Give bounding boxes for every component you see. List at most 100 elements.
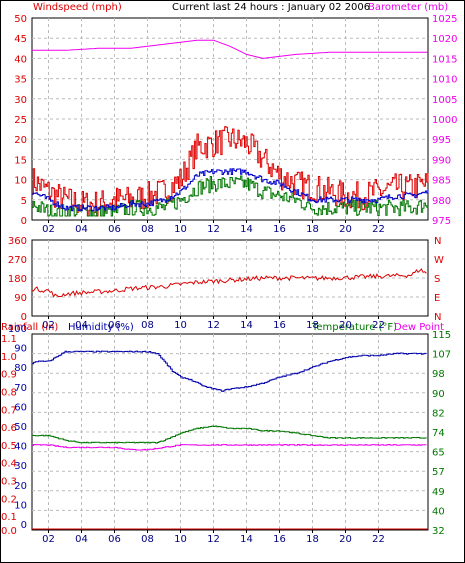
direction-ytick-label: 180 (8, 274, 27, 285)
humidity-panel-xtick-label: 20 (339, 534, 352, 545)
barometer-axis-title: Barometer (mb) (368, 2, 448, 13)
wind-panel-xtick-label: 18 (306, 224, 319, 235)
direction-panel-xtick-label: 10 (174, 320, 187, 331)
wind-panel-xtick-label: 06 (108, 224, 121, 235)
humidity-ytick-label: 50 (14, 422, 27, 433)
wind-ytick-label: 40 (14, 54, 27, 65)
rain-ytick-label: 0.5 (1, 441, 17, 452)
barometer-line (32, 39, 428, 59)
wind-ytick-label: 0 (21, 216, 27, 227)
wind-panel-xtick-label: 22 (372, 224, 385, 235)
direction-panel-xtick-label: 06 (108, 320, 121, 331)
humidity-axis-title: Humidity (%) (68, 322, 134, 333)
compass-ytick-label: W (434, 255, 444, 266)
humidity-line (32, 350, 427, 392)
compass-ytick-label: N (434, 312, 441, 323)
windspeed-line (32, 126, 429, 217)
barometer-ytick-label: 1025 (432, 14, 457, 25)
humidity-ytick-label: 40 (14, 442, 27, 453)
humidity-panel-xtick-label: 22 (372, 534, 385, 545)
barometer-ytick-label: 1010 (432, 75, 457, 86)
rain-ytick-label: 0.4 (1, 459, 17, 470)
wind-panel-xtick-label: 14 (240, 224, 253, 235)
barometer-ytick-label: 975 (432, 216, 451, 227)
direction-panel-xtick-label: 16 (273, 320, 286, 331)
temperature-ytick-label: 49 (432, 487, 445, 498)
humidity-ytick-label: 30 (14, 461, 27, 472)
humidity-panel-xtick-label: 14 (240, 534, 253, 545)
temperature-ytick-label: 65 (432, 448, 445, 459)
humidity-ytick-label: 100 (8, 324, 27, 335)
wind-average-line (32, 168, 429, 212)
humidity-ytick-label: 60 (14, 402, 27, 413)
humidity-ytick-label: 70 (14, 383, 27, 394)
temperature-ytick-label: 40 (432, 506, 445, 517)
rain-ytick-label: 0.3 (1, 477, 17, 488)
temperature-line (32, 425, 427, 444)
temperature-ytick-label: 107 (432, 350, 451, 361)
temperature-ytick-label: 57 (432, 467, 445, 478)
barometer-ytick-label: 995 (432, 135, 451, 146)
direction-panel-xtick-label: 20 (339, 320, 352, 331)
direction-ytick-label: 0 (21, 312, 27, 323)
rain-ytick-label: 0.8 (1, 387, 17, 398)
rain-ytick-label: 1.1 (1, 334, 17, 345)
barometer-ytick-label: 1005 (432, 95, 457, 106)
humidity-panel-xtick-label: 10 (174, 534, 187, 545)
humidity-panel-xtick-label: 06 (108, 534, 121, 545)
humidity-ytick-label: 90 (14, 344, 27, 355)
compass-ytick-label: N (434, 236, 441, 247)
wind-panel-xtick-label: 20 (339, 224, 352, 235)
chart-title: Current last 24 hours : January 02 2006 (172, 2, 370, 13)
barometer-ytick-label: 985 (432, 176, 451, 187)
direction-ytick-label: 270 (8, 255, 27, 266)
barometer-ytick-label: 1000 (432, 115, 457, 126)
wind-axis-title: Windspeed (mph) (33, 2, 122, 13)
compass-ytick-label: S (434, 274, 440, 285)
wind-panel-xtick-label: 02 (42, 224, 55, 235)
humidity-ytick-label: 80 (14, 363, 27, 374)
direction-panel-xtick-label: 14 (240, 320, 253, 331)
wind-ytick-label: 15 (14, 155, 27, 166)
wind-ytick-label: 35 (14, 75, 27, 86)
humidity-panel-xtick-label: 08 (141, 534, 154, 545)
rain-ytick-label: 0.9 (1, 370, 17, 381)
humidity-panel-xtick-label: 16 (273, 534, 286, 545)
direction-panel-xtick-label: 18 (306, 320, 319, 331)
temperature-ytick-label: 115 (432, 330, 451, 341)
rain-ytick-label: 0.2 (1, 494, 17, 505)
temperature-ytick-label: 74 (432, 428, 445, 439)
barometer-ytick-label: 1015 (432, 54, 457, 65)
compass-ytick-label: E (434, 293, 440, 304)
wind-ytick-label: 20 (14, 135, 27, 146)
humidity-ytick-label: 10 (14, 500, 27, 511)
rain-ytick-label: 1.0 (1, 352, 17, 363)
wind-panel-xtick-label: 04 (75, 224, 88, 235)
wind-panel-xtick-label: 16 (273, 224, 286, 235)
humidity-panel-xtick-label: 18 (306, 534, 319, 545)
barometer-ytick-label: 980 (432, 196, 451, 207)
dewpoint-line (32, 444, 427, 451)
direction-panel-xtick-label: 02 (42, 320, 55, 331)
wind-ytick-label: 10 (14, 176, 27, 187)
humidity-panel-xtick-label: 04 (75, 534, 88, 545)
wind-ytick-label: 25 (14, 115, 27, 126)
temperature-ytick-label: 82 (432, 408, 445, 419)
wind-ytick-label: 30 (14, 95, 27, 106)
humidity-ytick-label: 20 (14, 481, 27, 492)
wind-panel-xtick-label: 10 (174, 224, 187, 235)
wind-panel-xtick-label: 08 (141, 224, 154, 235)
temperature-axis-title: Temperature (°F) (311, 322, 397, 333)
temperature-ytick-label: 32 (432, 526, 445, 537)
wind-ytick-label: 50 (14, 14, 27, 25)
wind-direction-line (31, 268, 427, 298)
rain-axis-title: Rainfall (in) (1, 322, 58, 333)
humidity-panel-xtick-label: 02 (42, 534, 55, 545)
wind-ytick-label: 5 (21, 196, 27, 207)
rain-ytick-label: 0.6 (1, 423, 17, 434)
wind-ytick-label: 45 (14, 34, 27, 45)
direction-panel-xtick-label: 12 (207, 320, 220, 331)
direction-ytick-label: 90 (14, 293, 27, 304)
